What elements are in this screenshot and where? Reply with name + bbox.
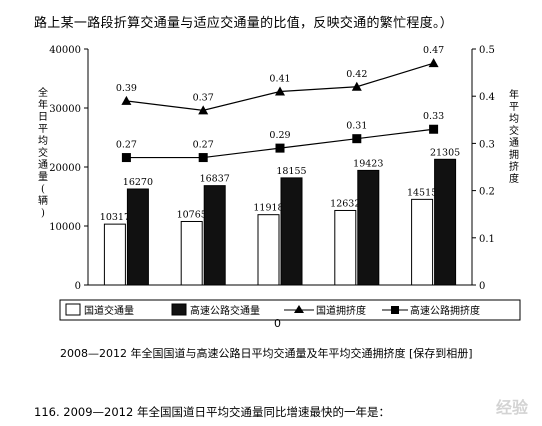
label-expressway-congestion: 0.31	[346, 121, 367, 132]
bar-national-road	[411, 198, 434, 286]
label-national-congestion: 0.47	[423, 45, 444, 56]
marker-national-congestion	[275, 86, 285, 96]
bar-national-road	[257, 214, 280, 286]
bar-label-expressway: 16837	[200, 174, 230, 185]
legend-marker-expressway-congestion	[391, 306, 399, 314]
left-tick-label: 10000	[49, 222, 81, 233]
marker-expressway-congestion	[198, 153, 208, 163]
bar-label-expressway: 16270	[123, 177, 153, 188]
legend-swatch-national-road	[65, 303, 81, 316]
legend-label-national-congestion: 国道拥挤度	[316, 304, 366, 317]
intro-text: 路上某一路段折算交通量与适应交通量的比值，反映交通的繁忙程度。）	[34, 16, 454, 31]
bar-expressway	[357, 169, 380, 286]
bar-national-road	[334, 209, 357, 286]
left-tick-label: 20000	[49, 163, 81, 174]
legend-label-national-road: 国道交通量	[84, 304, 134, 317]
marker-expressway-congestion	[121, 153, 131, 163]
legend-label-expressway-congestion: 高速公路拥挤度	[410, 304, 480, 317]
bar-label-national-road: 10317	[100, 212, 130, 223]
bar-label-national-road: 12632	[330, 198, 360, 209]
marker-national-congestion	[198, 105, 209, 115]
right-tick-label: 0	[479, 281, 485, 292]
bar-label-national-road: 10765	[177, 209, 207, 220]
marker-national-congestion	[428, 58, 439, 68]
label-expressway-congestion: 0.27	[193, 140, 214, 151]
left-tick-label: 40000	[49, 45, 81, 56]
bar-label-national-road: 11918	[253, 203, 283, 214]
bar-label-expressway: 21305	[430, 147, 460, 158]
label-expressway-congestion: 0.33	[423, 111, 444, 122]
right-tick-label: 0.3	[479, 139, 495, 150]
bar-expressway	[280, 177, 303, 286]
right-tick-label: 0.2	[479, 187, 495, 198]
legend-marker-national-congestion	[294, 305, 304, 313]
watermark: 经验	[495, 398, 528, 417]
label-national-congestion: 0.41	[269, 73, 290, 84]
y2-axis-label: 年平均交通拥挤度	[509, 88, 519, 185]
zero-label: 0	[274, 317, 281, 330]
bar-label-national-road: 14515	[407, 187, 437, 198]
bar-expressway	[126, 188, 149, 286]
label-national-congestion: 0.37	[193, 92, 214, 103]
marker-expressway-congestion	[275, 143, 285, 153]
label-national-congestion: 0.39	[116, 83, 137, 94]
marker-national-congestion	[121, 95, 132, 105]
label-national-congestion: 0.42	[346, 69, 367, 80]
bar-national-road	[103, 223, 126, 286]
legend-label-expressway: 高速公路交通量	[190, 304, 260, 317]
label-expressway-congestion: 0.29	[269, 130, 290, 141]
marker-national-congestion	[351, 81, 362, 91]
marker-expressway-congestion	[429, 124, 439, 134]
traffic-chart: 0 10000 20000 30000 40000 0 0.1 0.2 0.3 0.4 0.5 全年日…	[38, 45, 521, 321]
bar-expressway	[203, 185, 226, 286]
question-text: 116. 2009—2012 年全国国道日平均交通量同比增速最快的一年是：	[34, 405, 390, 419]
bar-national-road	[180, 220, 203, 286]
bar-label-expressway: 19423	[353, 158, 383, 169]
marker-expressway-congestion	[352, 134, 362, 144]
legend-swatch-expressway	[171, 303, 187, 316]
bar-label-expressway: 18155	[276, 166, 306, 177]
right-tick-label: 0.1	[479, 234, 495, 245]
left-tick-label: 0	[75, 281, 81, 292]
label-expressway-congestion: 0.27	[116, 140, 137, 151]
right-tick-label: 0.5	[479, 45, 495, 56]
left-tick-label: 30000	[49, 104, 81, 115]
chart-caption[interactable]: 2008—2012 年全国国道与高速公路日平均交通量及年平均交通拥挤度 [保存到…	[60, 347, 473, 360]
y-axis-label: 全年日平均交通量(辆)	[38, 86, 48, 219]
bar-expressway	[434, 158, 457, 286]
right-tick-label: 0.4	[479, 92, 495, 103]
